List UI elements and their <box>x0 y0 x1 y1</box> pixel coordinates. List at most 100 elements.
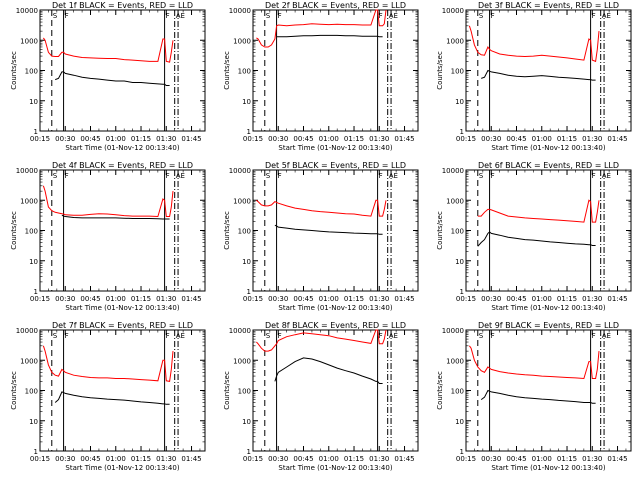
y-tick-label: 100 <box>238 68 251 76</box>
chart-title: Det 7f BLACK = Events, RED = LLD <box>52 321 193 330</box>
chart-title: Det 6f BLACK = Events, RED = LLD <box>478 161 619 170</box>
y-tick-label: 10000 <box>442 327 464 335</box>
lld-series-line <box>477 199 600 223</box>
x-tick-label: 01:00 <box>319 135 339 143</box>
x-tick-label: 01:00 <box>319 295 339 303</box>
detector-panel-2: Det 2f BLACK = Events, RED = LLD 1 10 100 10… <box>223 1 419 152</box>
x-tick-label: 01:00 <box>106 295 126 303</box>
y-tick-label: 10000 <box>442 167 464 175</box>
x-tick-label: 01:45 <box>181 455 201 463</box>
x-tick-label: 00:15 <box>456 135 476 143</box>
x-tick-label: 00:30 <box>268 295 288 303</box>
x-tick-label: 01:30 <box>156 295 176 303</box>
x-tick-label: 01:00 <box>106 455 126 463</box>
x-axis-title: Start Time (01-Nov-12 00:13:40) <box>278 144 392 152</box>
y-tick-label: 10000 <box>229 7 251 15</box>
x-tick-label: 00:30 <box>481 295 501 303</box>
y-tick-label: 1000 <box>20 37 38 45</box>
y-tick-label: 10000 <box>16 327 38 335</box>
y-tick-label: 100 <box>238 388 251 396</box>
y-tick-label: 1000 <box>233 37 251 45</box>
x-tick-label: 01:30 <box>369 135 389 143</box>
x-tick-label: 00:45 <box>293 295 313 303</box>
y-tick-label: 1000 <box>233 197 251 205</box>
y-tick-label: 100 <box>25 228 38 236</box>
time-marker-label: AE <box>602 172 611 180</box>
plot-frame <box>39 329 206 452</box>
time-marker-label: AE <box>176 12 185 20</box>
y-tick-label: 100 <box>25 388 38 396</box>
y-tick-label: 10 <box>455 418 464 426</box>
x-tick-label: 01:30 <box>369 455 389 463</box>
y-tick-label: 10 <box>29 418 38 426</box>
chart-title: Det 4f BLACK = Events, RED = LLD <box>52 161 193 170</box>
y-tick-label: 1000 <box>446 197 464 205</box>
x-tick-label: 00:30 <box>268 455 288 463</box>
x-tick-label: 00:15 <box>243 295 263 303</box>
chart-title: Det 1f BLACK = Events, RED = LLD <box>52 1 193 10</box>
x-tick-label: 00:45 <box>80 295 100 303</box>
detector-panel-6: Det 6f BLACK = Events, RED = LLD 1 10 100 10… <box>436 161 632 312</box>
y-tick-label: 100 <box>25 68 38 76</box>
y-axis-title: Counts/sec <box>10 51 18 90</box>
time-marker-label: F <box>65 332 69 340</box>
time-marker-label: F <box>278 332 282 340</box>
time-marker-label: AE <box>176 172 185 180</box>
x-tick-label: 00:15 <box>30 135 50 143</box>
y-tick-label: 1 <box>34 448 38 456</box>
detector-panel-4: Det 4f BLACK = Events, RED = LLD 1 10 100 10… <box>10 161 206 312</box>
chart-title: Det 2f BLACK = Events, RED = LLD <box>265 1 406 10</box>
x-tick-label: 01:45 <box>607 455 627 463</box>
time-marker-label: F <box>491 172 495 180</box>
events-series-line <box>477 231 596 247</box>
y-tick-label: 10000 <box>16 7 38 15</box>
plot-frame <box>39 9 206 132</box>
events-series-line <box>481 69 596 81</box>
x-tick-label: 01:15 <box>344 455 364 463</box>
x-tick-label: 01:15 <box>131 295 151 303</box>
x-tick-label: 01:15 <box>344 135 364 143</box>
lld-series-line <box>256 9 387 48</box>
plot-frame <box>252 169 419 292</box>
x-tick-label: 00:30 <box>55 135 75 143</box>
x-tick-label: 00:15 <box>456 455 476 463</box>
time-marker-label: F <box>278 12 282 20</box>
time-marker-label: F <box>379 172 383 180</box>
events-series-line <box>54 391 170 405</box>
detector-panel-5: Det 5f BLACK = Events, RED = LLD 1 10 100 10… <box>223 161 419 312</box>
x-tick-label: 01:00 <box>532 295 552 303</box>
x-tick-label: 01:45 <box>394 135 414 143</box>
time-marker-label: AE <box>602 332 611 340</box>
y-tick-label: 10 <box>242 258 251 266</box>
time-marker-label: AE <box>602 12 611 20</box>
x-tick-label: 00:30 <box>55 455 75 463</box>
time-marker-label: S <box>53 332 58 340</box>
detector-panel-8: Det 8f BLACK = Events, RED = LLD 1 10 100 10… <box>223 321 419 472</box>
time-marker-label: F <box>166 12 170 20</box>
time-marker-label: F <box>278 172 282 180</box>
x-tick-label: 00:45 <box>293 455 313 463</box>
y-axis-title: Counts/sec <box>436 51 444 90</box>
time-marker-label: F <box>592 332 596 340</box>
x-tick-label: 00:45 <box>80 135 100 143</box>
x-tick-label: 01:45 <box>394 455 414 463</box>
time-marker-label: S <box>53 12 58 20</box>
x-axis-title: Start Time (01-Nov-12 00:13:40) <box>65 144 179 152</box>
chart-title: Det 5f BLACK = Events, RED = LLD <box>265 161 406 170</box>
y-tick-label: 1000 <box>20 357 38 365</box>
lld-series-line <box>42 185 174 218</box>
y-tick-label: 10 <box>455 98 464 106</box>
x-axis-title: Start Time (01-Nov-12 00:13:40) <box>278 304 392 312</box>
y-tick-label: 1 <box>34 288 38 296</box>
x-tick-label: 01:45 <box>607 135 627 143</box>
y-tick-label: 10000 <box>229 327 251 335</box>
y-tick-label: 100 <box>451 68 464 76</box>
y-tick-label: 1000 <box>446 357 464 365</box>
detector-panel-3: Det 3f BLACK = Events, RED = LLD 1 10 100 10… <box>436 1 632 152</box>
x-tick-label: 00:30 <box>268 135 288 143</box>
x-tick-label: 01:15 <box>344 295 364 303</box>
y-tick-label: 1 <box>460 288 464 296</box>
events-series-line <box>276 34 383 38</box>
plot-frame <box>252 329 419 452</box>
